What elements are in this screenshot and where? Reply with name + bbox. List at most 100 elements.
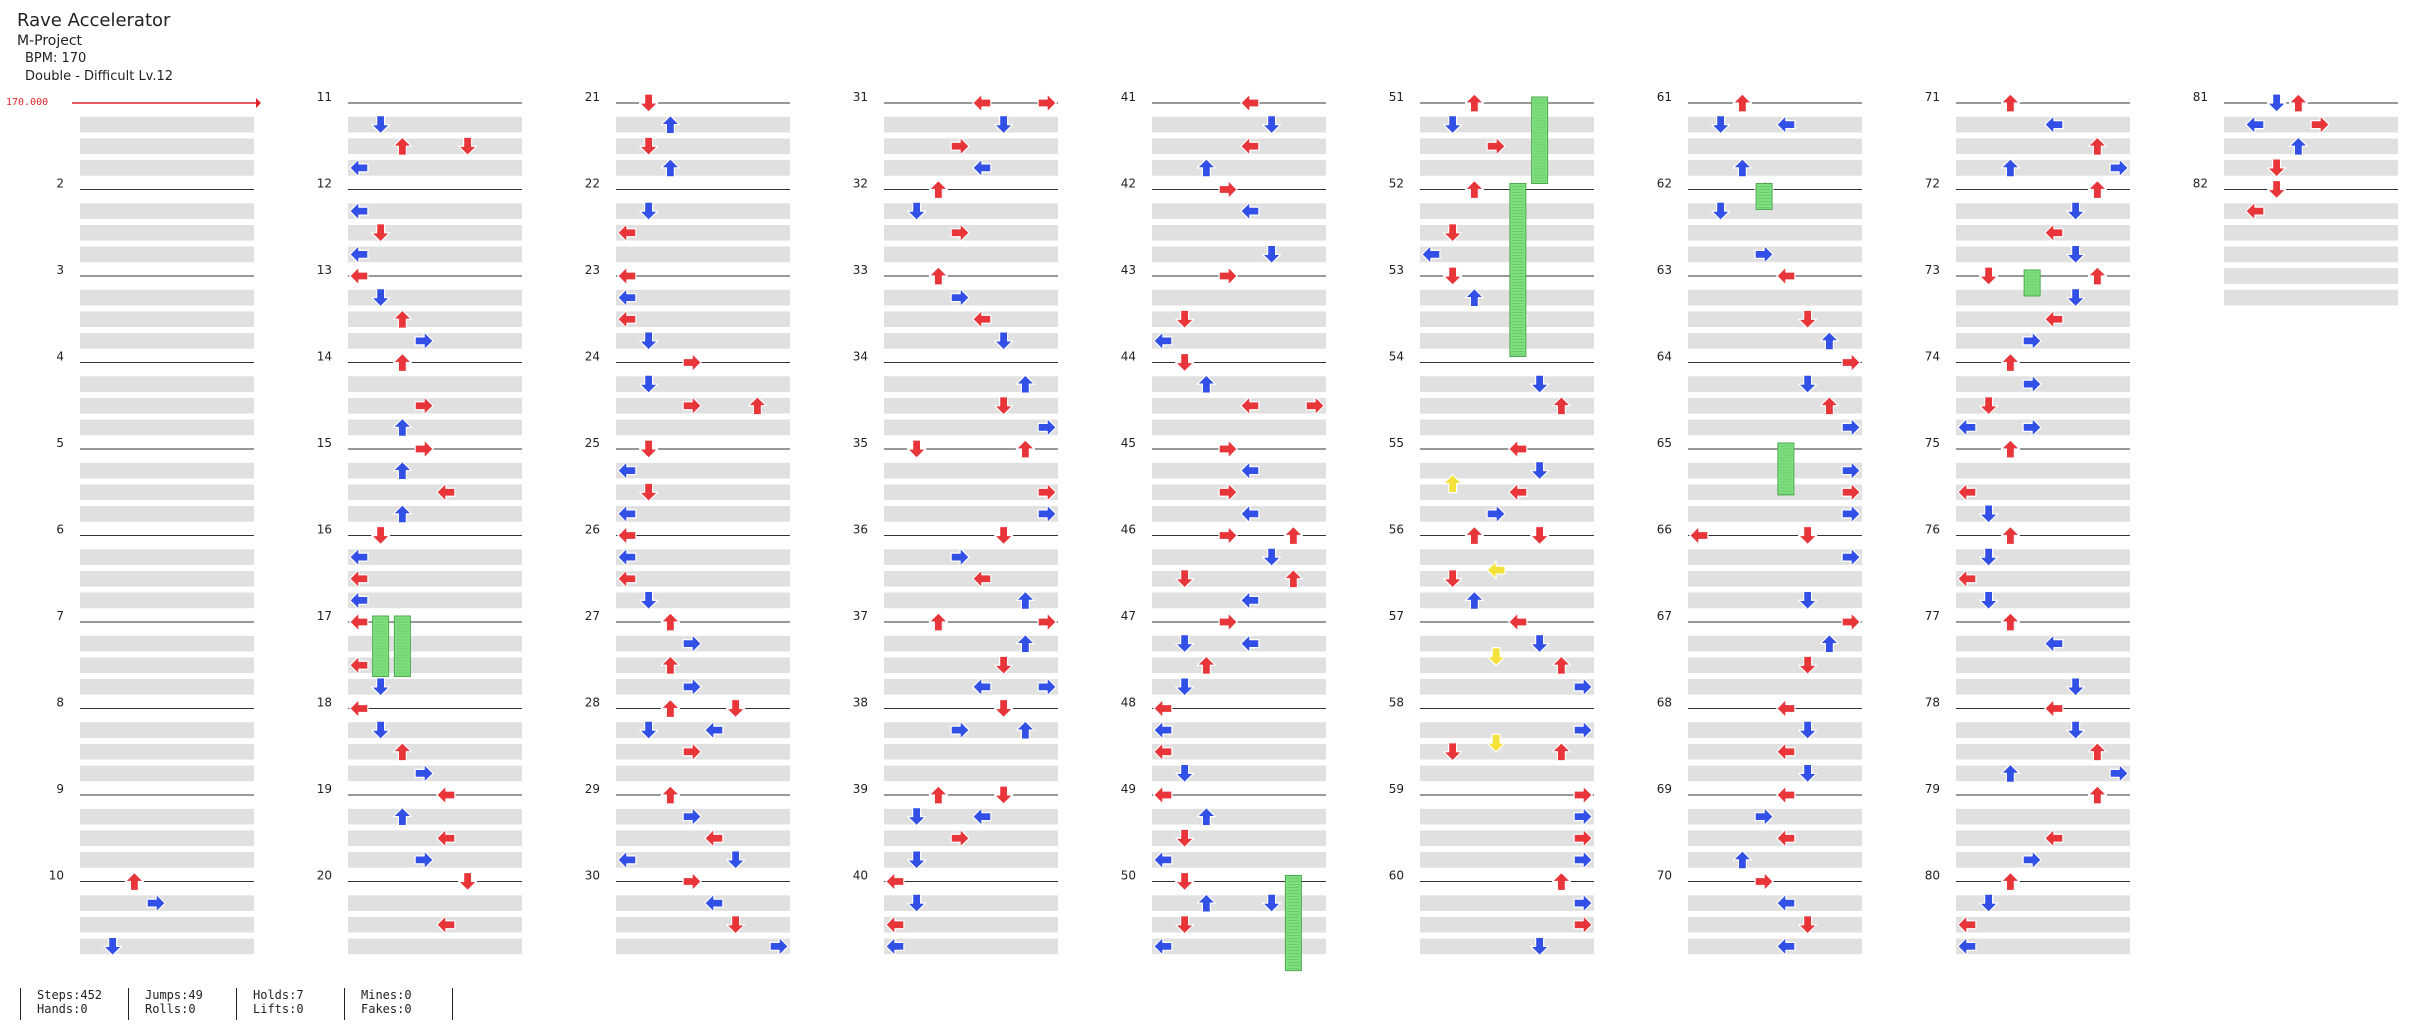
step-arrow-yellow: [1486, 733, 1506, 753]
measure-number: 47: [1121, 609, 1136, 623]
step-arrow: [392, 504, 412, 524]
step-arrow: [1732, 158, 1752, 178]
beat-row: [348, 895, 522, 911]
step-arrow: [769, 936, 789, 956]
step-arrow: [950, 288, 970, 308]
step-arrow: [1754, 807, 1774, 827]
beat-row: [348, 916, 522, 933]
measure-number: 37: [853, 609, 868, 623]
step-arrow: [1037, 417, 1057, 437]
measure-number: 51: [1389, 90, 1404, 104]
beat-row: [1152, 592, 1326, 609]
measure-number: 58: [1389, 696, 1404, 710]
beat-row: [1152, 938, 1326, 955]
step-arrow: [1240, 396, 1260, 416]
step-arrow: [1551, 396, 1571, 416]
step-arrow: [349, 547, 369, 567]
step-arrow: [349, 612, 369, 632]
beat-row: [80, 397, 254, 414]
beat-row: [80, 462, 254, 479]
step-arrow: [371, 288, 391, 308]
beat-row: [616, 938, 790, 955]
beat-row: [1420, 808, 1594, 825]
beat-row: [1420, 722, 1594, 738]
beat-row: [1956, 506, 2130, 522]
step-arrow: [1776, 785, 1796, 805]
step-arrow: [928, 612, 948, 632]
beat-row: [884, 160, 1058, 176]
beat-row: [884, 506, 1058, 522]
measure-number: 75: [1925, 436, 1940, 450]
step-arrow: [371, 525, 391, 546]
beat-row: [1688, 203, 1862, 219]
step-arrow: [617, 223, 637, 243]
fakes-count: Fakes:0: [361, 1002, 412, 1016]
step-arrow: [2245, 115, 2265, 135]
step-arrow: [2022, 850, 2042, 870]
step-arrow: [1776, 266, 1796, 286]
step-arrow: [660, 655, 680, 675]
step-arrow: [1015, 634, 1035, 654]
measure-number: 78: [1925, 696, 1940, 710]
step-arrow-yellow: [1443, 474, 1463, 494]
beat-row: [80, 938, 254, 955]
step-arrow: [392, 417, 412, 437]
step-arrow: [1841, 461, 1861, 481]
beat-row: [1152, 311, 1326, 328]
step-arrow: [2310, 115, 2330, 135]
beat-row: [616, 397, 790, 414]
step-arrow: [1551, 871, 1571, 892]
step-arrow: [2288, 93, 2308, 113]
step-arrow: [1037, 612, 1057, 632]
beat-row: [348, 333, 522, 349]
measure-number: 16: [317, 523, 332, 537]
step-arrow: [726, 915, 746, 935]
song-header: Rave Accelerator M-Project BPM: 170 Doub…: [17, 10, 173, 86]
beat-row: [80, 203, 254, 219]
step-arrow: [2044, 115, 2064, 135]
step-arrow: [1732, 850, 1752, 870]
beat-row: [1152, 419, 1326, 436]
beat-row: [1420, 376, 1594, 392]
step-arrow: [1262, 244, 1282, 264]
step-arrow: [2066, 720, 2086, 740]
step-arrow: [1841, 504, 1861, 524]
stats-cell-steps: Steps:452 Hands:0: [20, 988, 127, 1020]
step-arrow: [1283, 569, 1303, 589]
beat-row: [1152, 484, 1326, 501]
beat-row: [1956, 246, 2130, 263]
beat-row: [1956, 830, 2130, 847]
step-arrow: [639, 331, 659, 351]
beat-row: [616, 376, 790, 392]
beat-row: [1152, 333, 1326, 349]
step-arrow: [1464, 525, 1484, 546]
step-arrow: [1015, 374, 1035, 394]
song-title: Rave Accelerator: [17, 10, 171, 31]
lifts-count: Lifts:0: [253, 1002, 304, 1016]
jumps-count: Jumps:49: [145, 988, 203, 1002]
measure-number: 32: [853, 177, 868, 191]
beat-row: [1152, 852, 1326, 868]
song-difficulty: Double - Difficult Lv.12: [25, 69, 174, 84]
beat-row: [80, 289, 254, 306]
beat-row: [1420, 916, 1594, 933]
step-arrow: [1776, 115, 1796, 135]
step-arrow: [436, 828, 456, 848]
step-arrow: [660, 612, 680, 632]
step-arrow: [2066, 677, 2086, 697]
beat-row: [348, 722, 522, 738]
step-arrow: [2000, 93, 2020, 113]
beat-row: [1956, 743, 2130, 760]
step-arrow: [1798, 590, 1818, 610]
beat-row: [1956, 570, 2130, 587]
step-arrow: [392, 309, 412, 329]
measure-number: 7: [56, 609, 64, 623]
step-chart: 2345678910111213141516171819202122232425…: [49, 90, 2398, 972]
step-arrow: [2288, 136, 2308, 156]
beat-row: [1420, 570, 1594, 587]
beat-row: [1420, 679, 1594, 695]
measure-number: 6: [56, 523, 64, 537]
step-arrow: [349, 590, 369, 610]
step-arrow: [1175, 352, 1195, 373]
step-arrow: [1443, 223, 1463, 243]
